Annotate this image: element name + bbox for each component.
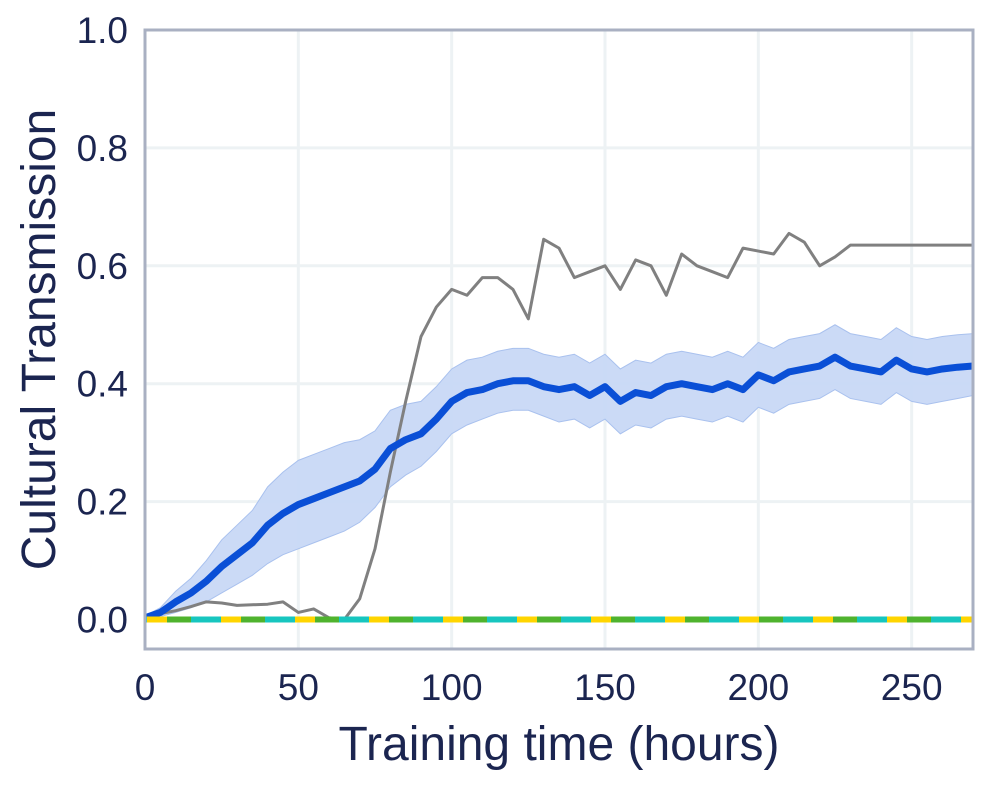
x-tick-labels: 0 50 100 150 200 250 — [135, 667, 943, 708]
y-tick-label: 0.4 — [77, 364, 128, 405]
y-tick-label: 0.0 — [77, 600, 128, 641]
series-0-line — [144, 231, 973, 622]
y-axis-title: Cultural Transmission — [13, 109, 66, 570]
x-tick-label: 0 — [135, 667, 156, 708]
y-tick-labels: 0.0 0.2 0.4 0.6 0.8 1.0 — [77, 10, 128, 641]
x-tick-label: 100 — [421, 667, 483, 708]
y-tick-label: 1.0 — [77, 10, 128, 51]
series-lines — [143, 231, 974, 623]
series-1-line — [143, 353, 974, 622]
y-tick-label: 0.6 — [77, 246, 128, 287]
x-tick-label: 200 — [727, 667, 789, 708]
y-tick-label: 0.2 — [77, 482, 128, 523]
x-axis-title: Training time (hours) — [338, 718, 779, 771]
y-tick-label: 0.8 — [77, 128, 128, 169]
plot-frame — [143, 28, 975, 651]
x-tick-label: 150 — [574, 667, 636, 708]
x-tick-label: 50 — [278, 667, 319, 708]
x-tick-label: 250 — [881, 667, 943, 708]
